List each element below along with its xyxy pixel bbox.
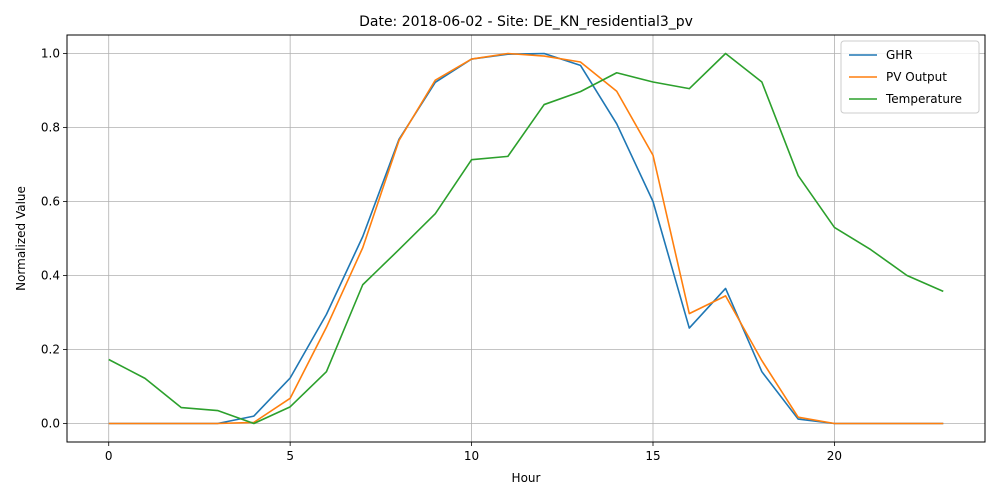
legend-label-pv-output: PV Output <box>886 70 947 84</box>
x-tick-label: 5 <box>286 449 294 463</box>
legend-label-temperature: Temperature <box>885 92 962 106</box>
legend-box <box>840 40 980 114</box>
y-tick-label: 0.8 <box>41 121 60 135</box>
x-tick-label: 20 <box>827 449 842 463</box>
x-axis-title: Hour <box>512 471 541 485</box>
series-line-pv-output <box>108 52 944 425</box>
x-tick-label: 10 <box>464 449 479 463</box>
axis-ticks: 0 5 10 15 20 0.0 0.2 0.4 0.6 0.8 1.0 <box>41 47 842 464</box>
legend: GHR PV Output Temperature <box>840 40 980 114</box>
y-tick-label: 1.0 <box>41 47 60 61</box>
y-tick-label: 0.2 <box>41 343 60 357</box>
y-axis-title: Normalized Value <box>14 186 28 291</box>
y-tick-label: 0.0 <box>41 417 60 431</box>
chart-title: Date: 2018-06-02 - Site: DE_KN_residenti… <box>359 14 693 30</box>
series-line-temperature <box>108 52 944 425</box>
plot-area-frame <box>66 34 986 443</box>
x-tick-label: 15 <box>645 449 660 463</box>
series-lines <box>108 52 944 425</box>
y-tick-label: 0.6 <box>41 195 60 209</box>
series-line-ghr <box>108 52 944 425</box>
x-tick-label: 0 <box>105 449 113 463</box>
y-tick-label: 0.4 <box>41 269 60 283</box>
legend-label-ghr: GHR <box>886 48 913 62</box>
